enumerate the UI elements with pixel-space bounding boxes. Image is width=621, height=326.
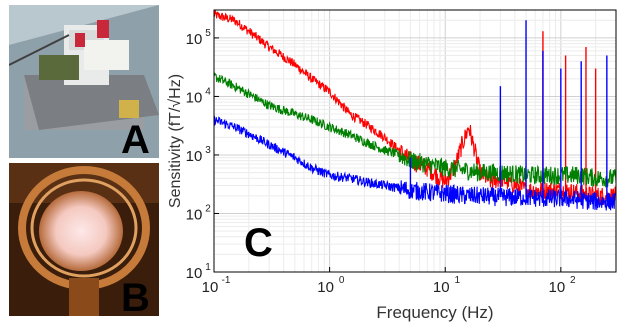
x-axis-ticks: 10 -1 10 0 10 1 10 2 xyxy=(202,267,576,296)
photo-vapor-cell: B xyxy=(9,163,159,316)
x-tick-exponent: 1 xyxy=(454,275,460,286)
y-tick-label: 10 xyxy=(186,148,203,165)
y-tick-label: 10 xyxy=(186,265,203,282)
x-tick-label: 10 xyxy=(433,279,450,296)
photo-apparatus: A xyxy=(9,5,159,158)
series-line xyxy=(213,10,617,207)
y-tick-exponent: 1 xyxy=(205,262,211,273)
x-tick-exponent: -1 xyxy=(222,275,231,286)
panel-label-a: A xyxy=(121,118,150,158)
series-line xyxy=(213,72,617,188)
y-tick-exponent: 4 xyxy=(205,86,211,97)
y-tick-exponent: 2 xyxy=(205,203,211,214)
y-tick-label: 10 xyxy=(186,206,203,223)
y-tick-exponent: 3 xyxy=(205,145,211,156)
series-layer xyxy=(213,10,617,211)
x-axis-label: Frequency (Hz) xyxy=(376,303,493,322)
x-tick-label: 10 xyxy=(202,279,219,296)
y-axis-label: Sensitivity (fT/√Hz) xyxy=(167,74,184,208)
panel-label-b: B xyxy=(121,276,150,316)
x-tick-label: 10 xyxy=(548,279,565,296)
y-tick-exponent: 5 xyxy=(205,28,211,39)
series-line xyxy=(213,115,617,211)
panel-label-c: C xyxy=(244,221,273,265)
plot-frame xyxy=(213,9,617,273)
y-tick-label: 10 xyxy=(186,89,203,106)
x-tick-exponent: 0 xyxy=(339,275,345,286)
x-tick-label: 10 xyxy=(317,279,334,296)
y-tick-label: 10 xyxy=(186,31,203,48)
x-tick-exponent: 2 xyxy=(570,275,576,286)
